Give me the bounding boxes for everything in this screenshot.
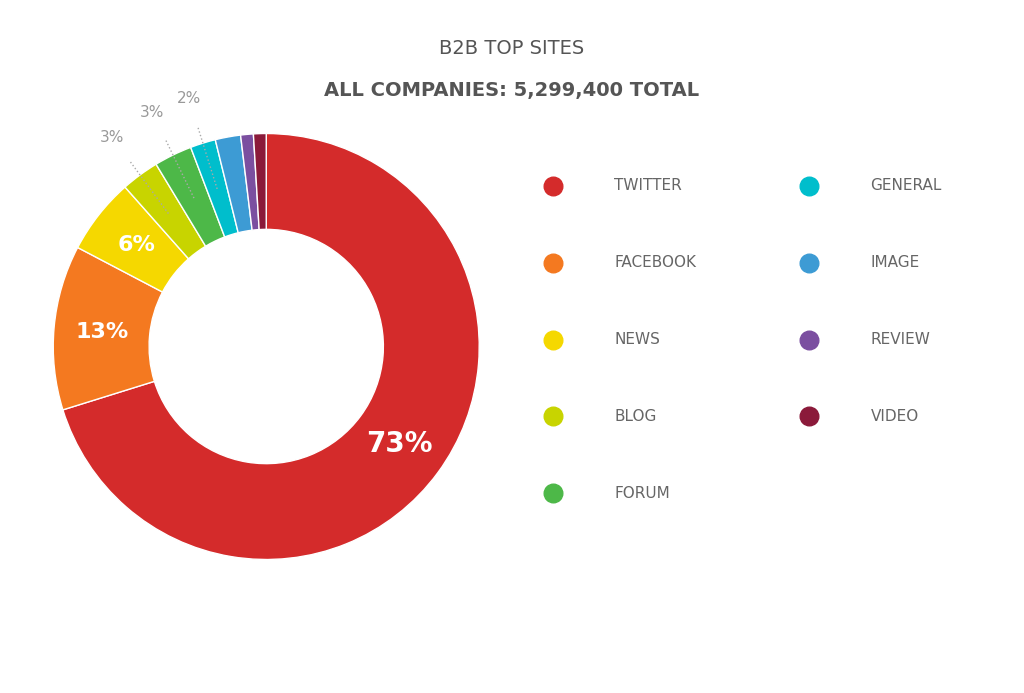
Text: FACEBOOK: FACEBOOK [614,255,696,270]
Text: IMAGE: IMAGE [870,255,920,270]
Text: 2%: 2% [177,91,201,106]
Text: 73%: 73% [366,430,432,458]
Text: 3%: 3% [100,130,125,145]
Text: 13%: 13% [75,322,128,342]
Text: TWITTER: TWITTER [614,178,682,193]
Wedge shape [125,164,206,258]
Wedge shape [78,187,188,292]
Wedge shape [156,148,224,246]
Text: 3%: 3% [140,105,165,121]
Wedge shape [53,247,163,410]
Text: VIDEO: VIDEO [870,409,919,424]
Text: NEWS: NEWS [614,332,660,347]
Wedge shape [190,140,239,237]
Text: BLOG: BLOG [614,409,656,424]
Wedge shape [215,135,252,233]
Text: B2B TOP SITES: B2B TOP SITES [439,39,585,58]
Wedge shape [62,134,479,559]
Text: REVIEW: REVIEW [870,332,930,347]
Text: ALL COMPANIES: 5,299,400 TOTAL: ALL COMPANIES: 5,299,400 TOTAL [325,80,699,100]
Wedge shape [253,134,266,229]
Text: GENERAL: GENERAL [870,178,942,193]
Text: 6%: 6% [118,235,156,255]
Text: FORUM: FORUM [614,486,670,501]
Wedge shape [241,134,259,230]
